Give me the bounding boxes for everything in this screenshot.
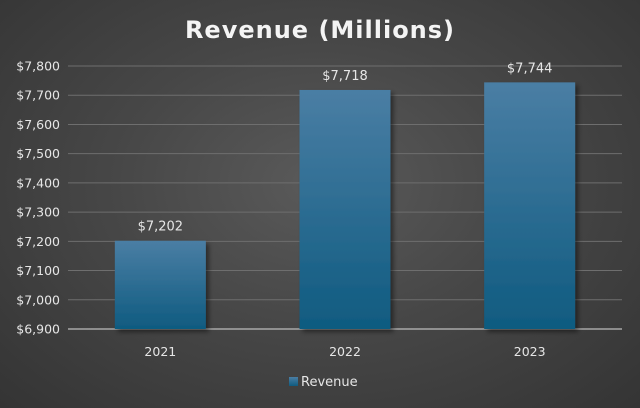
x-tick-label: 2022 [329,344,361,359]
bars [114,82,576,329]
y-tick-label: $7,700 [16,88,60,103]
legend-label-revenue: Revenue [301,375,358,390]
x-axis-ticks: 2021 2022 2023 [144,344,545,359]
y-tick-label: $7,400 [16,175,60,190]
y-tick-label: $7,800 [16,59,60,74]
y-tick-label: $7,500 [16,146,60,161]
x-tick-label: 2023 [514,344,546,359]
x-tick-label: 2021 [144,344,176,359]
y-tick-label: $7,600 [16,117,60,132]
data-label-2023: $7,744 [507,61,553,76]
data-labels: $7,202 $7,718 $7,744 [138,61,553,234]
bar-2023 [484,82,576,329]
legend-swatch-revenue [289,377,298,386]
bar-2022 [299,89,391,329]
y-tick-label: $7,000 [16,292,60,307]
y-tick-label: $7,100 [16,263,60,278]
data-label-2021: $7,202 [138,220,184,235]
y-tick-label: $7,300 [16,205,60,220]
chart-title: Revenue (Millions) [185,16,455,44]
bar-2021 [114,240,206,329]
y-axis-ticks: $6,900 $7,000 $7,100 $7,200 $7,300 $7,400 $7,5… [16,59,60,337]
legend: Revenue [289,375,358,390]
y-tick-label: $6,900 [16,322,60,337]
y-tick-label: $7,200 [16,234,60,249]
data-label-2022: $7,718 [322,69,368,84]
